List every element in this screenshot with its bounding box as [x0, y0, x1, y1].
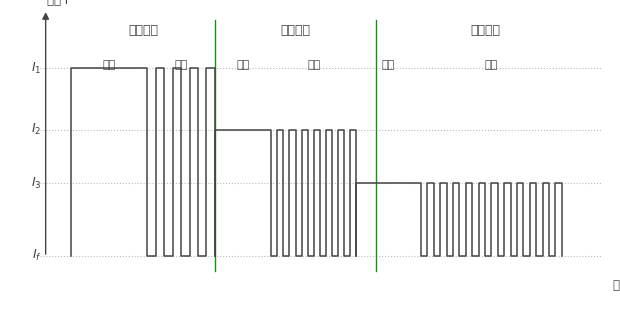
Text: $\mathit{I}_f$: $\mathit{I}_f$: [32, 248, 42, 263]
Text: $\mathit{I}_3$: $\mathit{I}_3$: [31, 176, 42, 191]
Text: 恒流: 恒流: [102, 61, 116, 70]
Text: 第二阶段: 第二阶段: [280, 24, 311, 37]
Text: 脉冲: 脉冲: [485, 61, 498, 70]
Text: 第三阶段: 第三阶段: [471, 24, 501, 37]
Text: 恒流: 恒流: [236, 61, 250, 70]
Text: $\mathit{I}_2$: $\mathit{I}_2$: [32, 122, 42, 137]
Text: 时间 t: 时间 t: [613, 279, 620, 292]
Text: 脉冲: 脉冲: [307, 61, 321, 70]
Text: 第一阶段: 第一阶段: [128, 24, 158, 37]
Text: 恒流: 恒流: [382, 61, 395, 70]
Text: 电流 I: 电流 I: [47, 0, 68, 6]
Text: $\mathit{I}_1$: $\mathit{I}_1$: [31, 61, 42, 76]
Text: 脉冲: 脉冲: [174, 61, 188, 70]
